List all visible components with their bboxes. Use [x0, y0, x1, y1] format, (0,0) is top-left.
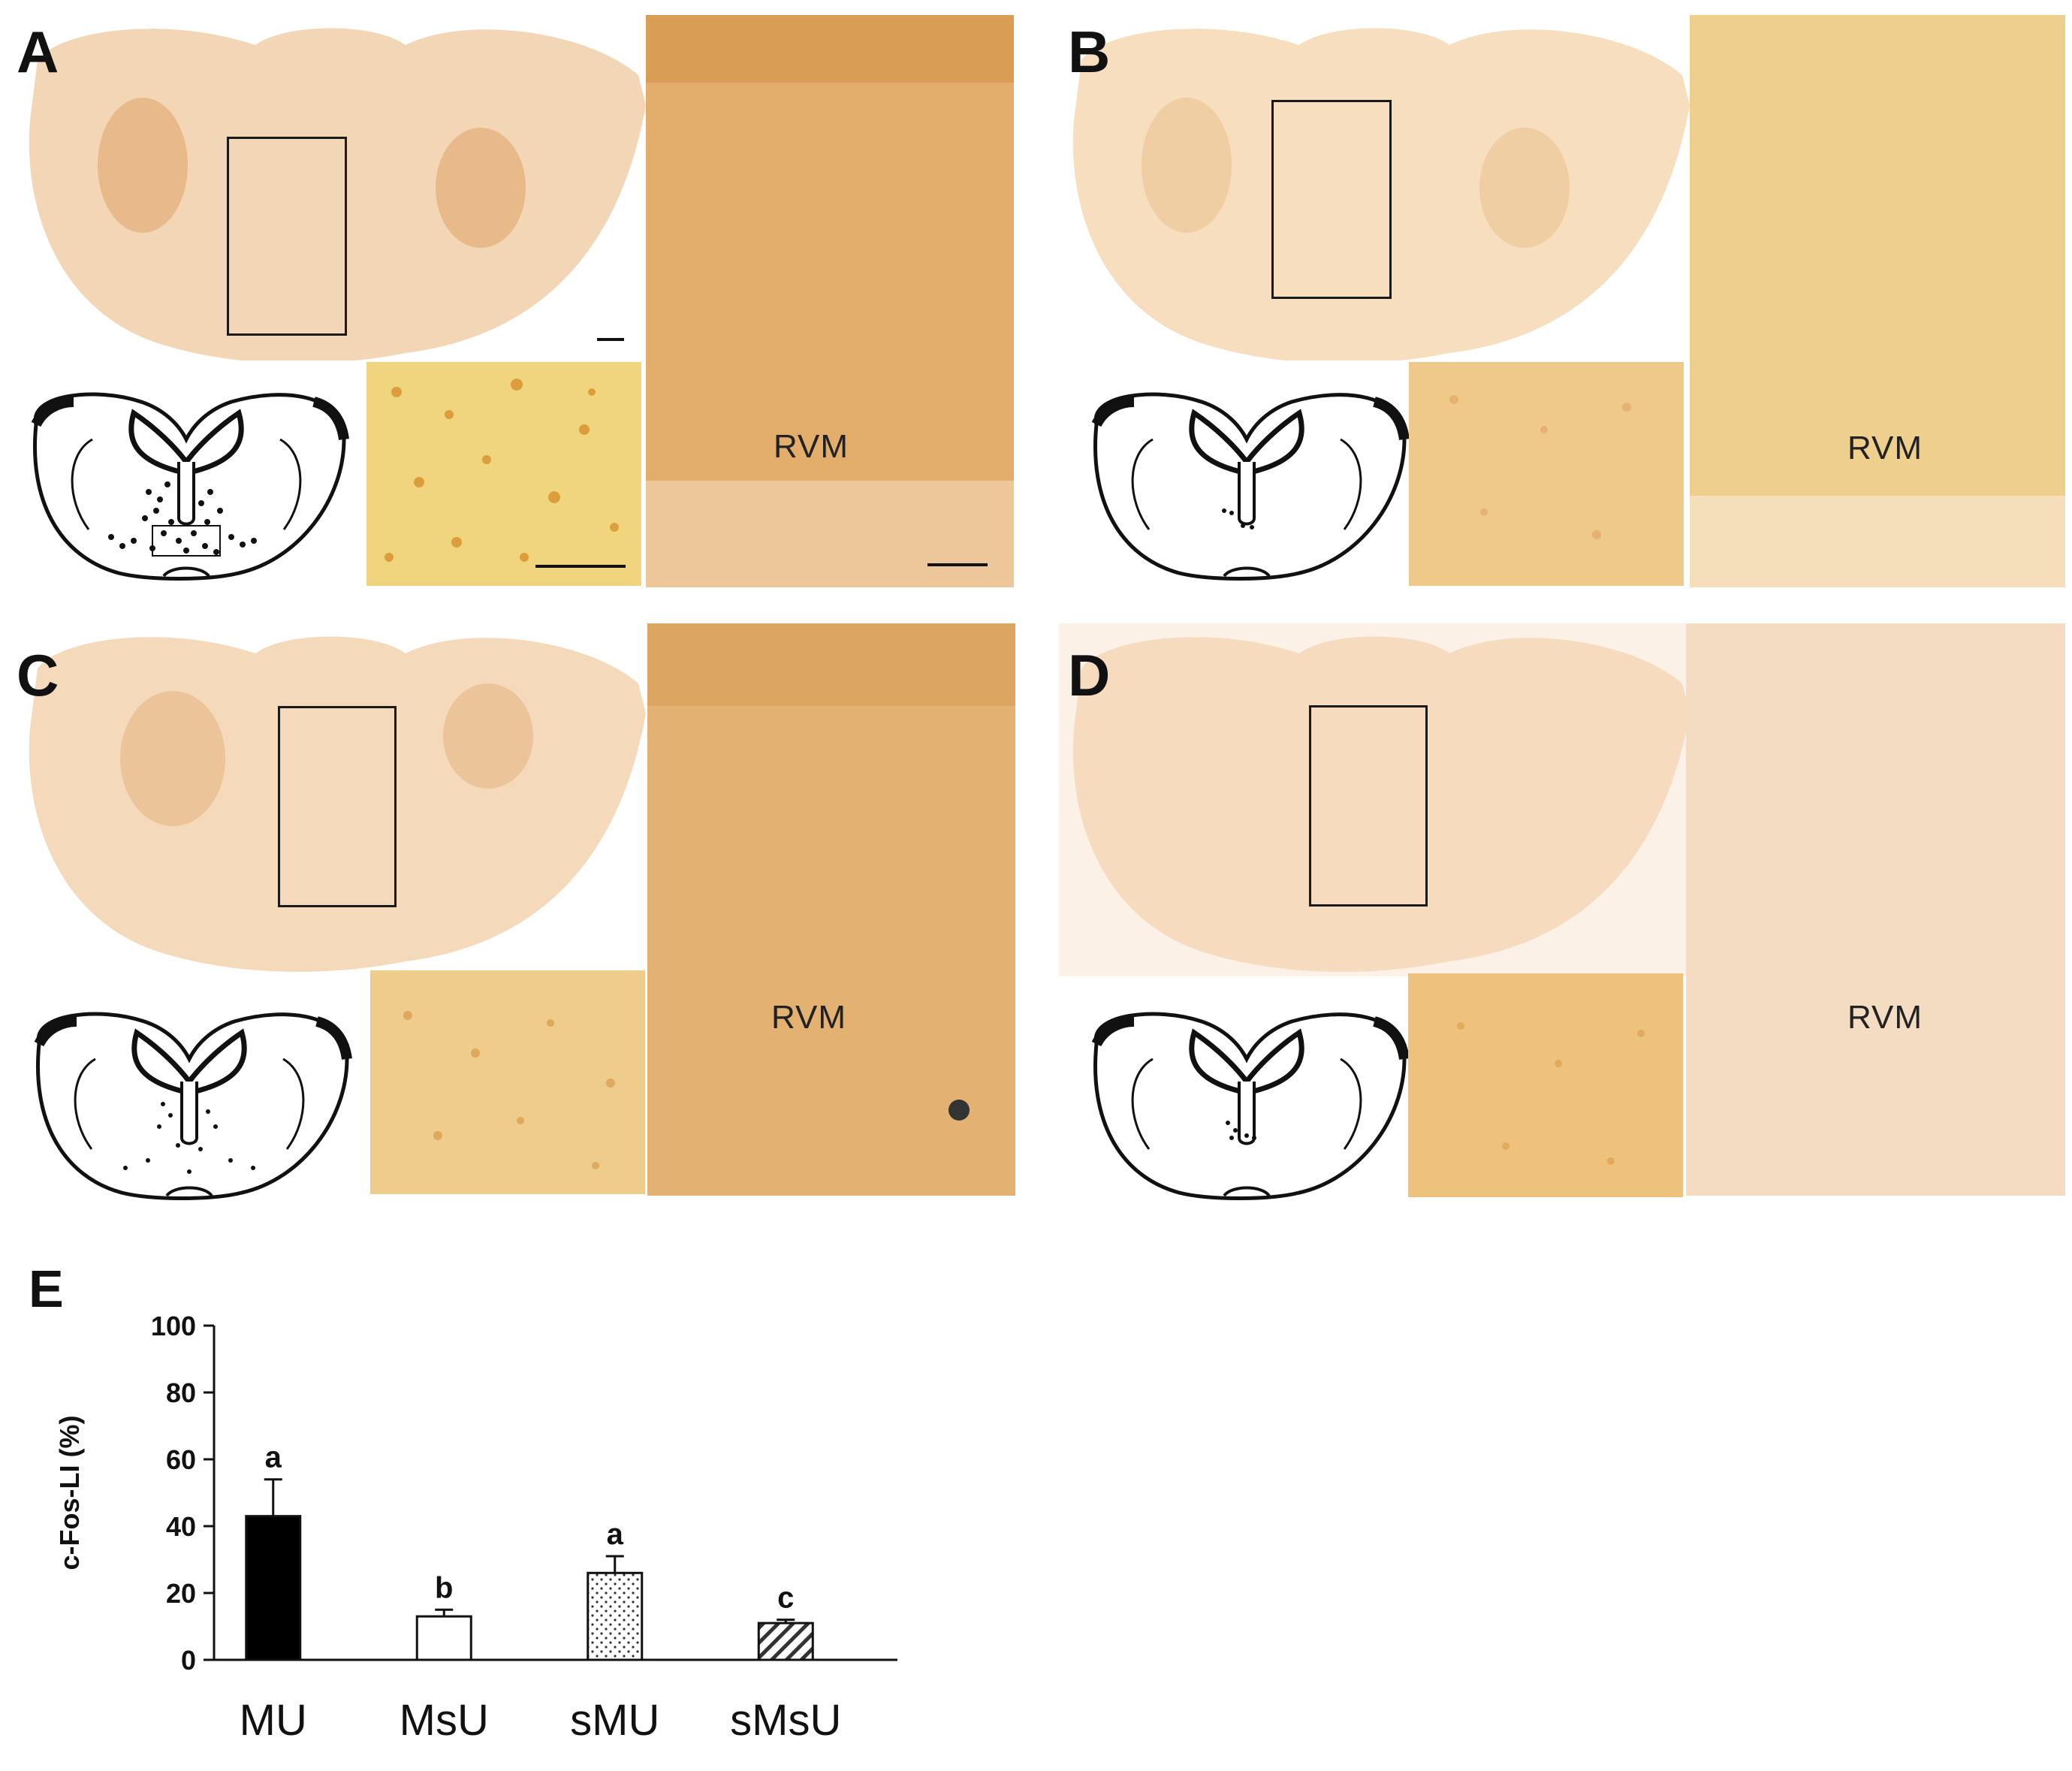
x-tick-label: MsU [400, 1696, 489, 1745]
brainstem-schematic [34, 1012, 352, 1200]
region-of-interest-box [1309, 705, 1428, 907]
region-label: RVM [1847, 430, 1923, 466]
panel-letter: A [17, 19, 59, 85]
brainstem-section-image [1059, 623, 1690, 976]
brainstem-slice-shape [29, 28, 646, 361]
high-magnification-image [1408, 973, 1683, 1197]
brainstem-schematic [1091, 392, 1410, 581]
brainstem-section-image [15, 15, 646, 361]
panel-b: B RVM [1051, 0, 2072, 593]
high-magnification-image [370, 970, 645, 1194]
brainstem-schematic [31, 392, 349, 581]
y-tick-label: 20 [166, 1578, 196, 1609]
y-tick-label: 60 [166, 1444, 196, 1475]
panel-a: A [0, 0, 1021, 593]
x-tick-label: sMU [570, 1696, 659, 1745]
bar [587, 1571, 644, 1661]
brainstem-section-image [1059, 15, 1690, 361]
region-of-interest-box [278, 706, 397, 907]
scale-bar [597, 338, 624, 341]
y-tick-label: 100 [151, 1311, 196, 1341]
region-label: RVM [1847, 999, 1923, 1036]
bar-chart: E 0 20 40 60 80 100 c-Fos-LI (%) a MU b MsU a sMU c sM… [29, 1260, 897, 1745]
region-of-interest-box [227, 137, 347, 336]
panel-letter: D [1068, 642, 1111, 708]
brainstem-section-image [15, 623, 646, 976]
bar [415, 1615, 472, 1661]
panel-letter: E [29, 1260, 64, 1318]
significance-letter: a [265, 1441, 282, 1474]
panel-c: C RVM [0, 616, 1021, 1209]
brainstem-schematic [1091, 1012, 1410, 1200]
region-label: RVM [774, 428, 849, 465]
rvm-magnified-image: RVM [646, 15, 1014, 587]
high-magnification-image [366, 362, 641, 586]
rvm-magnified-image: RVM [647, 623, 1015, 1196]
scale-bar [927, 563, 988, 566]
y-tick-label: 80 [166, 1377, 196, 1408]
significance-letter: c [777, 1582, 794, 1615]
x-tick-label: MU [240, 1696, 307, 1745]
significance-letter: b [435, 1571, 453, 1604]
bar [245, 1515, 302, 1661]
panel-d: D RVM [1051, 616, 2072, 1209]
significance-letter: a [607, 1518, 624, 1551]
panel-letter: C [17, 642, 59, 708]
high-magnification-image [1409, 362, 1684, 586]
y-tick-label: 0 [181, 1645, 196, 1676]
x-tick-label: sMsU [730, 1696, 841, 1745]
region-of-interest-box [1271, 100, 1392, 299]
rvm-magnified-image: RVM [1686, 623, 2065, 1196]
region-label: RVM [771, 999, 846, 1036]
bar [757, 1622, 814, 1661]
scale-bar [535, 565, 626, 568]
y-tick-label: 40 [166, 1511, 196, 1542]
y-axis-label: c-Fos-LI (%) [54, 1416, 85, 1570]
rvm-magnified-image: RVM [1690, 15, 2065, 587]
panel-letter: B [1068, 19, 1111, 85]
